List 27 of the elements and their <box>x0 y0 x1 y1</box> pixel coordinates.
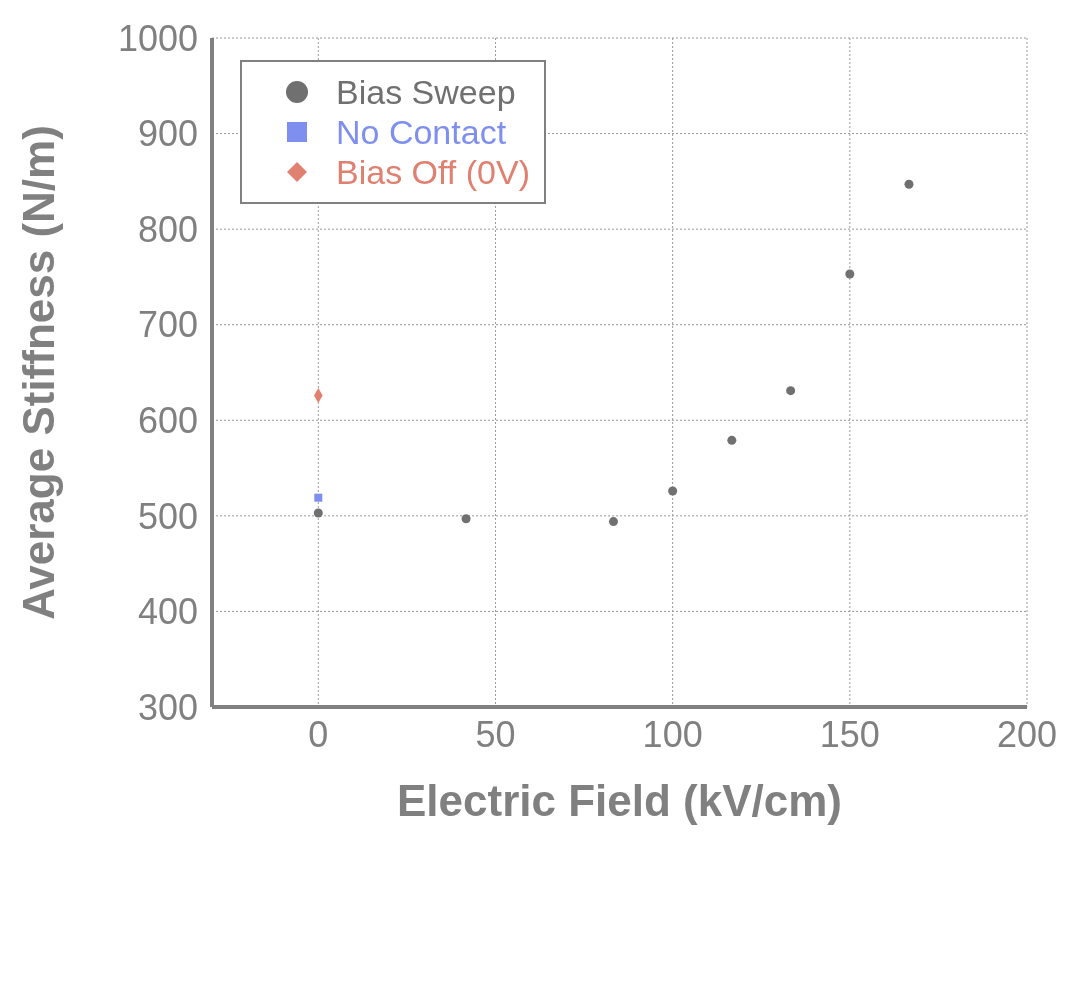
x-tick-label: 0 <box>308 713 329 755</box>
y-tick-label: 300 <box>137 686 198 728</box>
x-axis-title: Electric Field (kV/cm) <box>396 776 843 825</box>
y-axis-title: Average Stiffness (N/m) <box>13 125 63 620</box>
point <box>314 493 323 502</box>
x-tick-label: 150 <box>819 713 880 755</box>
point <box>786 386 796 396</box>
x-tick-label: 50 <box>475 713 516 755</box>
legend-label: Bias Off (0V) <box>336 152 530 192</box>
x-tick-label: 100 <box>642 713 703 755</box>
legend-label: Bias Sweep <box>336 72 516 112</box>
y-tick-label: 800 <box>137 208 198 250</box>
point <box>845 269 855 279</box>
y-tick-label: 400 <box>137 591 198 633</box>
point <box>608 517 618 527</box>
point <box>727 435 737 445</box>
y-tick-label: 600 <box>137 400 198 442</box>
point <box>904 179 914 189</box>
y-tick-label: 500 <box>137 495 198 537</box>
y-tick-label: 700 <box>137 304 198 346</box>
legend-label: No Contact <box>336 112 507 152</box>
point <box>668 486 678 496</box>
y-tick-label: 900 <box>137 113 198 155</box>
point <box>461 514 471 524</box>
y-tick-label: 1000 <box>117 17 198 59</box>
x-tick-label: 200 <box>996 713 1058 755</box>
point <box>313 508 323 518</box>
